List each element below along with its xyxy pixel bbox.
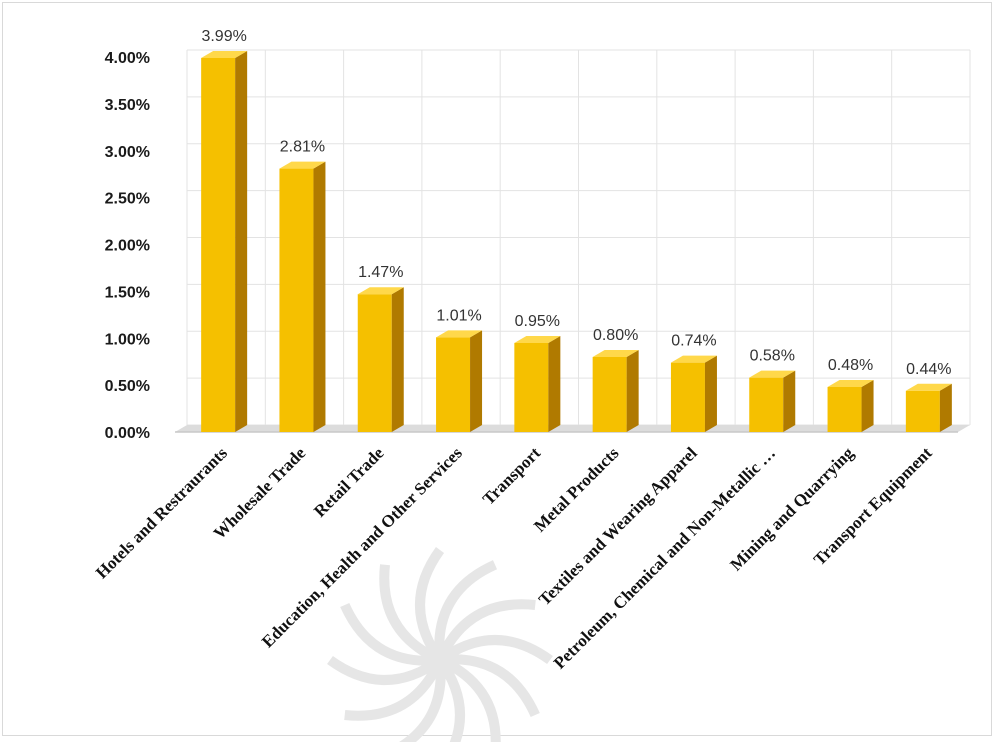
bar-side <box>783 370 796 432</box>
bar-top <box>827 380 874 387</box>
bar-top <box>670 355 717 363</box>
data-label: 2.81% <box>280 139 325 156</box>
bar <box>514 335 561 432</box>
bar-side <box>626 350 639 432</box>
bar-front <box>905 390 940 432</box>
watermark-petal <box>437 635 553 665</box>
category-label: Transport <box>479 443 545 509</box>
bar <box>670 355 717 432</box>
y-tick-label: 2.00% <box>105 238 150 255</box>
data-label: 0.95% <box>515 313 560 330</box>
bar-side <box>313 161 326 432</box>
bar-top <box>436 330 483 338</box>
data-label: 1.01% <box>436 307 481 324</box>
bar-side <box>548 335 561 432</box>
watermark-petal <box>435 599 536 663</box>
y-axis: 0.00% 0.50% 1.00% 1.50% 2.00% 2.50% 3.00% 3.50%… <box>105 50 150 442</box>
data-label: 1.47% <box>358 264 403 281</box>
watermark-petal <box>340 602 441 666</box>
bar-side <box>235 50 248 432</box>
bar-front <box>436 337 471 432</box>
bar-top <box>592 350 639 357</box>
watermark-logo <box>327 547 553 742</box>
y-tick-label: 3.50% <box>105 97 150 114</box>
bar <box>749 370 796 432</box>
y-tick-label: 3.00% <box>105 144 150 161</box>
y-tick-label: 1.50% <box>105 284 150 301</box>
bar-top <box>905 383 952 391</box>
y-tick-label: 0.50% <box>105 378 150 395</box>
watermark-petal <box>435 657 465 742</box>
data-label: 0.48% <box>828 357 873 374</box>
data-label: 0.80% <box>593 327 638 344</box>
bar-front <box>749 377 784 432</box>
data-label: 3.99% <box>201 28 246 45</box>
bar-side <box>391 287 404 432</box>
bars <box>201 50 952 432</box>
category-label: Textiles and Wearing Apparel <box>535 443 701 609</box>
y-tick-label: 4.00% <box>105 50 150 67</box>
watermark-petal <box>379 564 443 665</box>
bar <box>201 50 248 432</box>
watermark-petal <box>439 654 540 718</box>
bar-side <box>470 330 483 432</box>
bar-front <box>827 387 862 432</box>
y-tick-label: 0.00% <box>105 425 150 442</box>
bar-top <box>279 161 326 169</box>
watermark-petal <box>344 657 445 721</box>
watermark-petal <box>327 655 443 685</box>
data-label: 0.58% <box>750 348 795 365</box>
bar-side <box>861 380 874 432</box>
bar-top <box>514 335 561 343</box>
data-label: 0.44% <box>906 361 951 378</box>
bar-side <box>704 355 717 432</box>
bar <box>279 161 326 432</box>
watermark-petal <box>415 547 445 663</box>
bar-front <box>670 362 705 432</box>
bar-front <box>592 357 627 432</box>
data-labels: 3.99% 2.81% 1.47% 1.01% 0.95% 0.80% 0.74% 0.58%… <box>201 28 951 378</box>
bar <box>905 383 952 432</box>
bar <box>436 330 483 432</box>
bar-top <box>357 287 404 295</box>
data-label: 0.74% <box>671 333 716 350</box>
bar-side <box>939 383 952 432</box>
watermark-petal <box>399 659 446 742</box>
bar <box>357 287 404 432</box>
bar-front <box>279 168 314 432</box>
bar-front <box>201 57 236 432</box>
watermark-petal <box>437 655 501 742</box>
bar <box>592 350 639 432</box>
bar-top <box>201 50 248 58</box>
watermark-petal <box>434 560 498 661</box>
bar <box>827 380 874 432</box>
bar-top <box>749 370 796 378</box>
bar-front <box>514 342 549 432</box>
category-label: Retail Trade <box>310 443 388 521</box>
bar-front <box>357 294 392 432</box>
y-tick-label: 1.00% <box>105 331 150 348</box>
category-label: Hotels and Restraurants <box>92 443 231 582</box>
y-tick-label: 2.50% <box>105 191 150 208</box>
